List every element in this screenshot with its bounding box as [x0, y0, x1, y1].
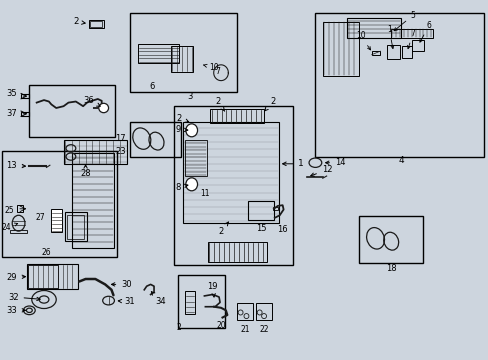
Text: 37: 37 — [6, 109, 17, 118]
Text: 12: 12 — [310, 165, 331, 176]
Text: 2: 2 — [176, 323, 181, 332]
Bar — [28, 265, 58, 288]
Text: 32: 32 — [8, 292, 40, 302]
Text: 1: 1 — [386, 25, 393, 49]
Text: 4: 4 — [397, 156, 403, 165]
Text: 14: 14 — [325, 158, 345, 167]
Bar — [27, 264, 78, 289]
Text: 36: 36 — [83, 95, 100, 106]
Bar — [272, 207, 277, 210]
Bar — [29, 85, 115, 137]
Bar — [184, 291, 194, 314]
Text: 8: 8 — [175, 183, 187, 192]
Text: 20: 20 — [216, 321, 225, 330]
Text: 35: 35 — [6, 89, 17, 98]
Text: 6: 6 — [149, 82, 154, 91]
Bar — [138, 44, 179, 63]
Text: 25: 25 — [4, 206, 14, 215]
Ellipse shape — [185, 124, 197, 137]
Text: 24: 24 — [1, 223, 18, 232]
Text: 3: 3 — [187, 92, 192, 101]
Bar — [2, 151, 117, 257]
Text: 28: 28 — [80, 165, 91, 178]
Bar — [371, 51, 380, 55]
Bar — [72, 153, 114, 248]
Text: 15: 15 — [255, 224, 266, 233]
Bar — [64, 212, 86, 241]
Text: 26: 26 — [41, 248, 51, 257]
Bar — [401, 46, 411, 58]
Bar — [173, 106, 293, 265]
Text: 27: 27 — [35, 213, 45, 222]
Text: 22: 22 — [259, 325, 268, 334]
Text: 31: 31 — [118, 297, 135, 306]
Bar — [178, 275, 224, 328]
Text: 11: 11 — [200, 189, 209, 198]
Bar — [129, 13, 237, 92]
Text: 18: 18 — [385, 264, 396, 273]
Bar — [346, 18, 400, 38]
Bar — [411, 40, 423, 51]
Text: 2: 2 — [264, 97, 275, 111]
Bar — [51, 209, 62, 232]
Text: 23: 23 — [115, 147, 126, 156]
Bar — [315, 13, 483, 157]
Text: 10: 10 — [203, 63, 219, 72]
Bar — [171, 46, 193, 72]
Bar — [129, 122, 181, 157]
Text: 30: 30 — [111, 280, 132, 289]
Text: 33: 33 — [6, 306, 25, 315]
Text: 16: 16 — [277, 225, 287, 234]
Text: 13: 13 — [6, 161, 25, 170]
Text: 6: 6 — [419, 21, 431, 42]
Text: 21: 21 — [240, 325, 249, 334]
Text: 7: 7 — [407, 29, 415, 49]
Bar — [20, 94, 29, 98]
Text: 2: 2 — [176, 113, 188, 122]
Bar — [10, 230, 27, 233]
Bar — [184, 140, 206, 176]
Text: 29: 29 — [7, 273, 25, 282]
Text: 1: 1 — [282, 159, 304, 168]
Text: 2: 2 — [215, 97, 224, 111]
Bar — [67, 215, 83, 239]
Bar — [386, 45, 399, 59]
Text: 7: 7 — [215, 68, 220, 77]
Bar — [248, 201, 273, 220]
Text: 17: 17 — [115, 134, 126, 143]
Ellipse shape — [99, 103, 108, 113]
Bar — [256, 303, 271, 320]
Bar — [17, 205, 23, 212]
Ellipse shape — [185, 178, 197, 191]
Bar — [207, 242, 266, 262]
Bar — [89, 20, 103, 28]
Bar — [322, 22, 359, 76]
Text: 5: 5 — [393, 10, 415, 31]
Bar — [390, 29, 432, 38]
Text: 19: 19 — [207, 282, 218, 297]
Text: 34: 34 — [151, 292, 166, 306]
Bar — [20, 112, 29, 116]
Bar — [90, 21, 102, 27]
Text: 9: 9 — [175, 125, 187, 134]
Text: 2: 2 — [218, 222, 228, 236]
Bar — [359, 216, 422, 263]
Text: 10: 10 — [355, 31, 370, 50]
Bar — [210, 109, 264, 123]
Bar — [63, 140, 127, 164]
Bar — [237, 303, 252, 320]
Text: 2: 2 — [73, 17, 85, 26]
Bar — [183, 122, 278, 223]
